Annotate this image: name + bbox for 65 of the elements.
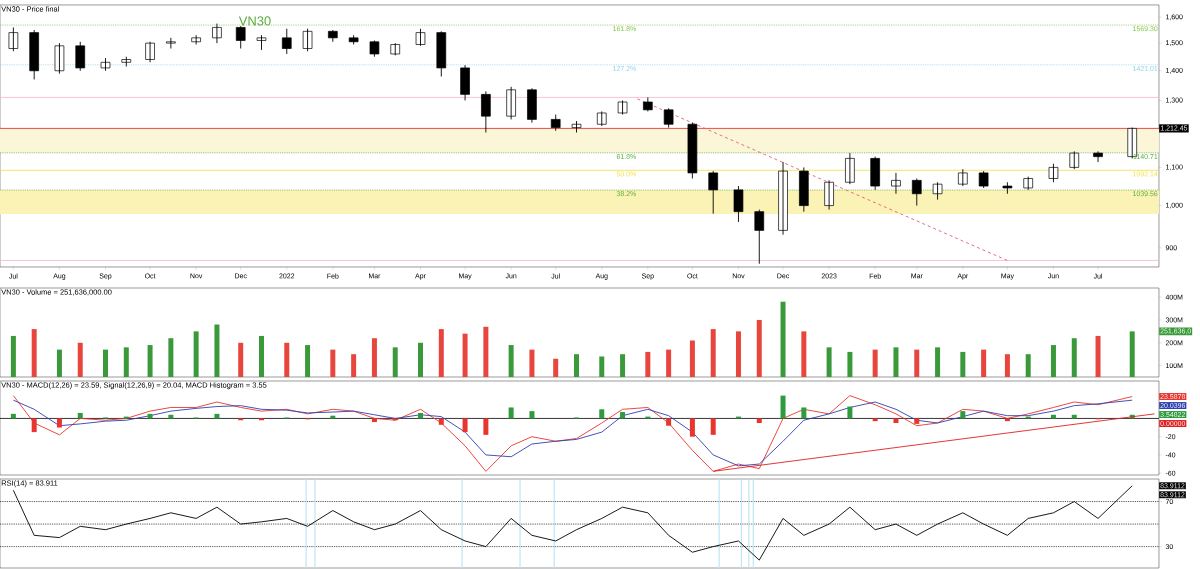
bar (801, 407, 807, 419)
bar (529, 411, 535, 419)
bar (847, 406, 853, 419)
candlestick (958, 168, 968, 187)
candlestick (369, 40, 380, 58)
bar (620, 412, 626, 419)
candlestick (596, 110, 607, 127)
candlestick (911, 178, 922, 207)
bar (666, 418, 672, 426)
candlestick (1048, 163, 1059, 183)
bar (872, 418, 878, 422)
candlestick (1002, 181, 1013, 195)
candlestick (415, 28, 426, 47)
candlestick (348, 34, 359, 45)
bar (508, 407, 514, 419)
candlestick (390, 42, 401, 56)
candlestick (550, 114, 561, 132)
candlestick (100, 57, 111, 72)
bar (780, 395, 786, 419)
candlestick (54, 42, 65, 75)
bar (371, 418, 377, 423)
candlestick (754, 209, 765, 265)
bar (599, 409, 605, 419)
candlestick (8, 26, 19, 52)
bar (1004, 418, 1010, 422)
candlestick (302, 28, 313, 52)
annotation: VN30 (238, 16, 271, 26)
candlestick (328, 29, 338, 43)
candlestick (75, 41, 86, 72)
candlestick (436, 30, 447, 77)
candlestick (281, 28, 292, 55)
bar (77, 412, 83, 419)
candlestick (870, 156, 880, 191)
candlestick (708, 170, 719, 215)
candlestick (891, 172, 901, 195)
candlestick (978, 170, 989, 189)
bar (756, 418, 762, 423)
candlestick (733, 185, 744, 223)
candlestick (617, 100, 628, 116)
candlestick (1093, 150, 1103, 163)
bar (462, 418, 468, 433)
candlestick (663, 107, 674, 129)
candlestick (29, 29, 39, 80)
bar (417, 412, 423, 419)
candlestick (687, 122, 698, 179)
candlestick (799, 166, 809, 213)
candlestick (932, 181, 943, 201)
bar (689, 418, 695, 437)
bar (960, 411, 966, 419)
candlestick (121, 56, 132, 67)
bar (31, 418, 37, 433)
bar (710, 418, 716, 435)
bar (56, 418, 62, 428)
bar (438, 418, 444, 425)
candlestick (256, 34, 267, 51)
candlestick (191, 34, 201, 45)
candlestick (643, 96, 653, 112)
candlestick (1069, 150, 1080, 170)
candlestick (235, 25, 246, 49)
candlestick (1023, 176, 1034, 191)
bar (483, 418, 489, 435)
candlestick (166, 37, 176, 49)
candlestick (571, 120, 582, 133)
bar (893, 418, 899, 423)
bar (914, 418, 920, 424)
